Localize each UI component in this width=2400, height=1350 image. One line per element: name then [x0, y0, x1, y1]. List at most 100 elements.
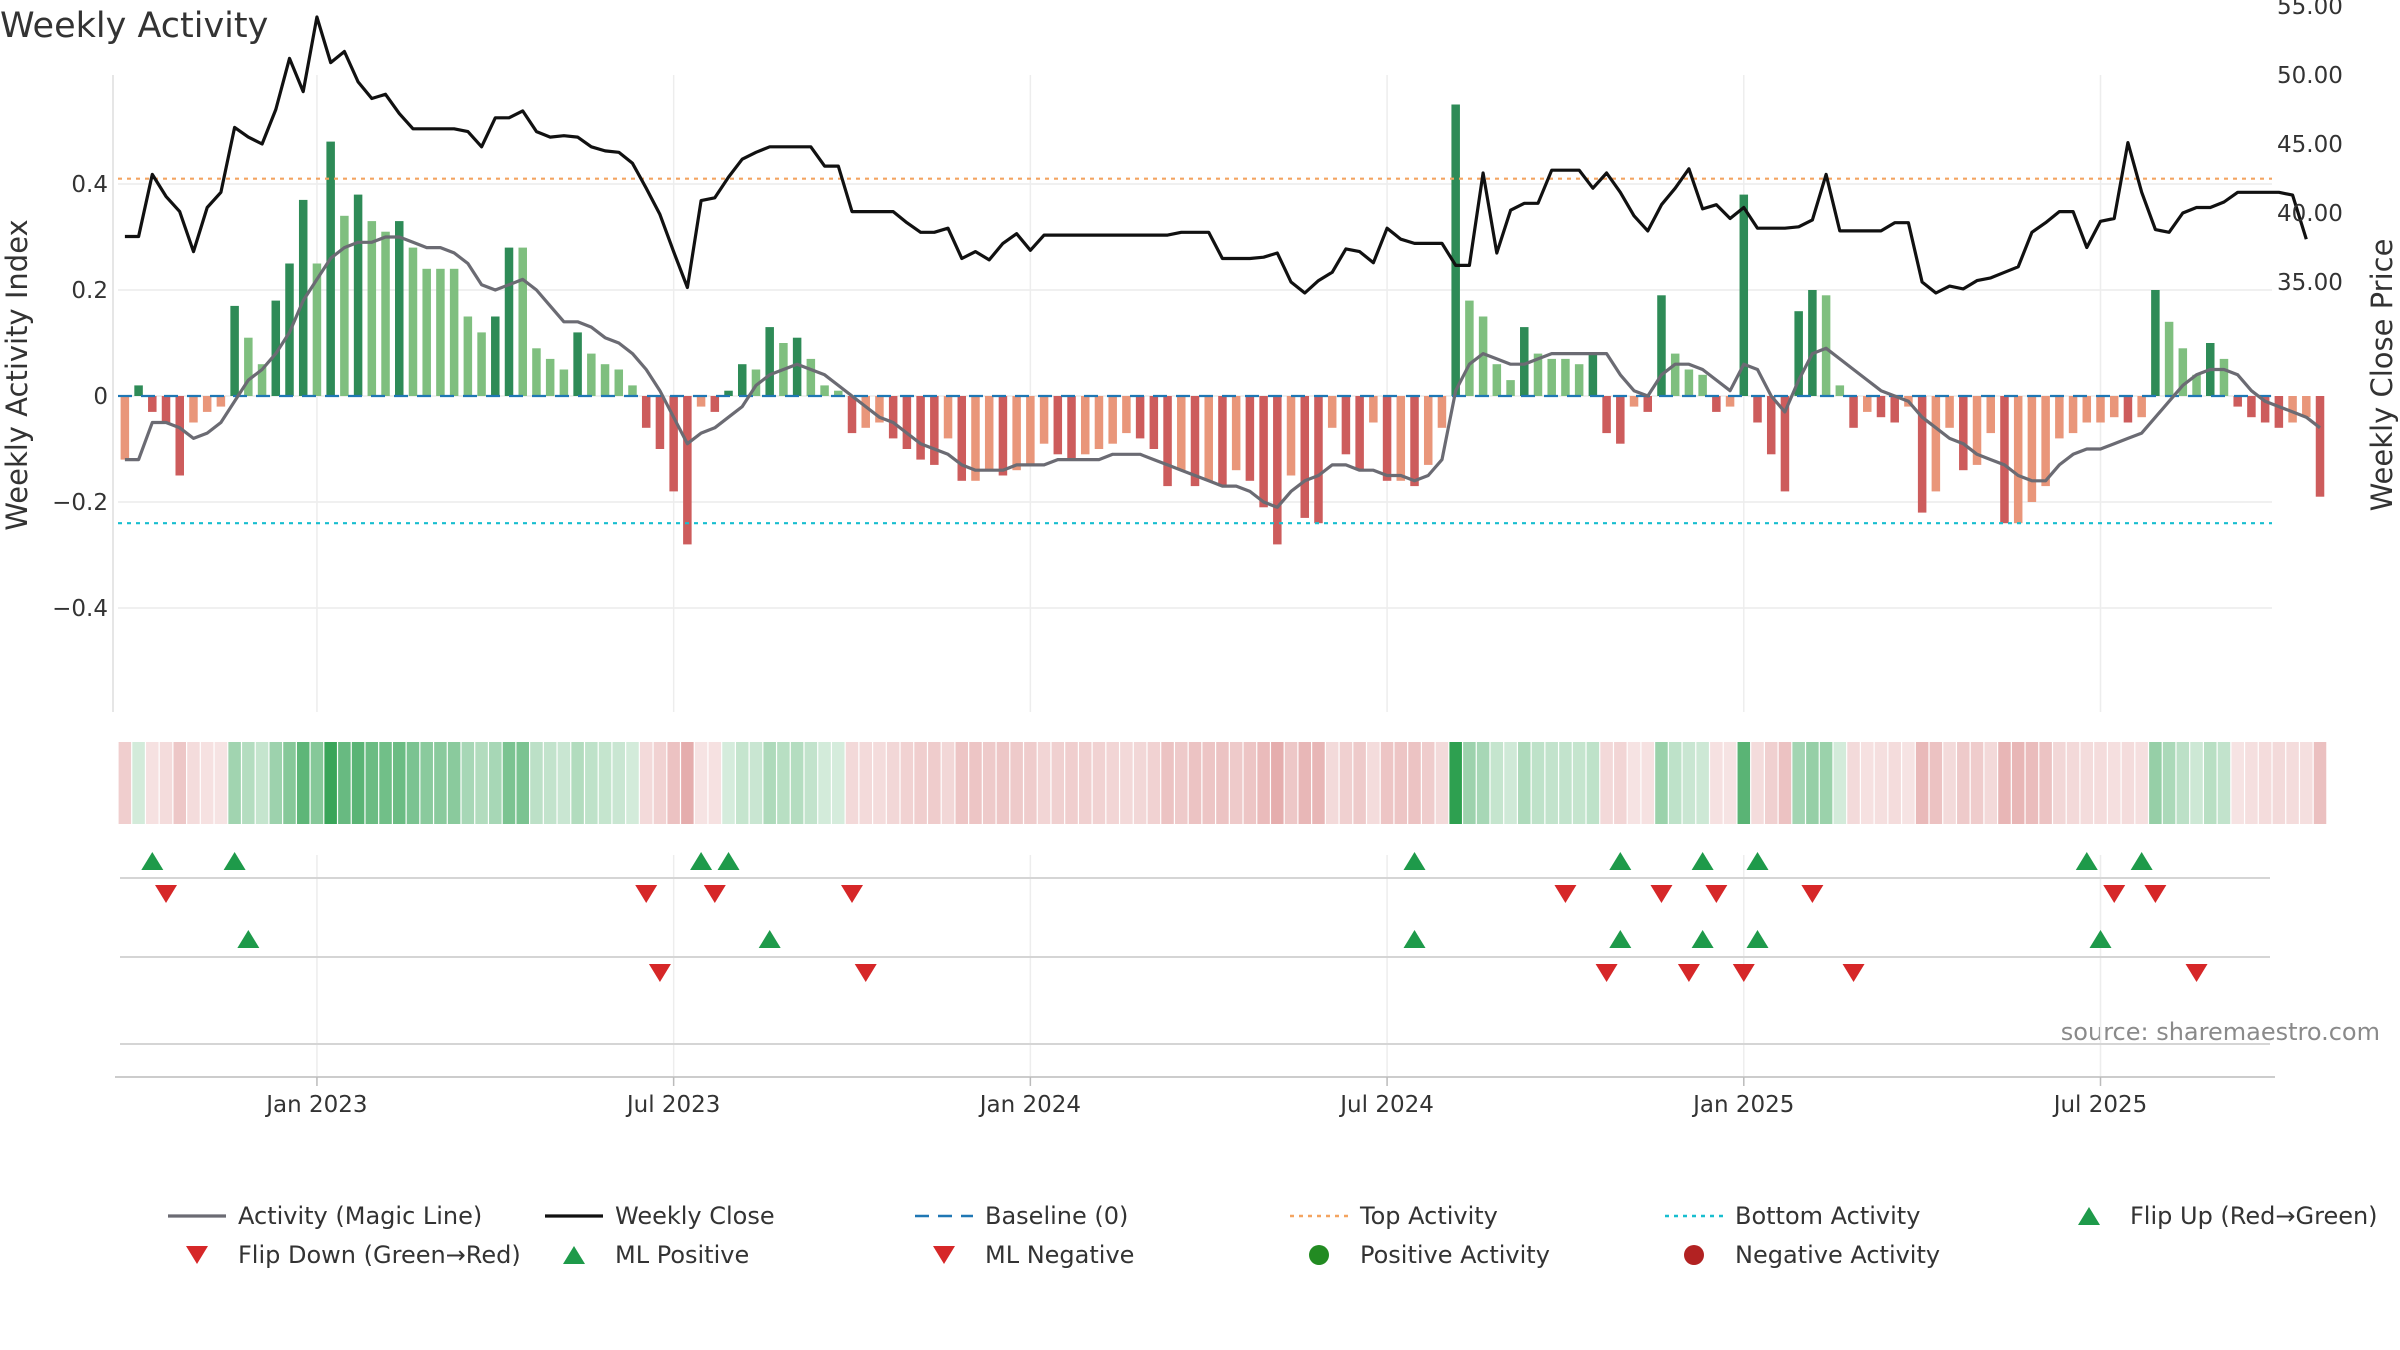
legend-label-mlneg: ML Negative: [985, 1241, 1134, 1269]
heat-cell: [1655, 742, 1668, 824]
y-tick-left: 0.4: [71, 172, 108, 198]
heat-cell: [1133, 742, 1147, 824]
heat-cell: [969, 742, 982, 824]
activity-bar: [2247, 396, 2256, 418]
weekly-close-line: [124, 15, 2308, 295]
heat-cell: [283, 742, 296, 824]
heat-cell: [667, 742, 680, 824]
heat-cell: [2245, 742, 2258, 824]
flip-down-marker: [1650, 885, 1673, 903]
heat-cell: [2094, 742, 2107, 824]
flip-down-marker: [1705, 885, 1728, 903]
activity-bar: [2096, 396, 2105, 423]
activity-bar: [2151, 290, 2160, 396]
activity-bar: [847, 396, 857, 434]
activity-bar: [1890, 396, 1899, 423]
activity-bar: [161, 396, 171, 423]
activity-bar: [1026, 396, 1035, 465]
heat-cell: [1874, 742, 1888, 824]
heat-cell: [1806, 742, 1819, 824]
heat-cell: [1312, 742, 1325, 824]
activity-bar: [120, 396, 130, 460]
activity-bar: [1931, 396, 1941, 492]
legend-label-top: Top Activity: [1359, 1202, 1498, 1230]
activity-bar: [436, 268, 445, 396]
activity-bar: [902, 396, 912, 449]
heat-cell: [557, 742, 571, 824]
activity-bar: [2027, 396, 2037, 502]
activity-bar: [1739, 194, 1749, 396]
activity-bar: [1821, 295, 1831, 396]
activity-bar: [559, 369, 569, 396]
activity-bar: [1314, 396, 1323, 524]
y-axis-label-right: Weekly Close Price: [2365, 239, 2399, 512]
activity-bar: [271, 300, 281, 396]
heat-cell: [1586, 742, 1600, 824]
activity-bar: [1684, 369, 1694, 396]
ml-negative-marker: [1677, 964, 1700, 982]
heat-cell: [447, 742, 461, 824]
activity-bar: [1273, 396, 1282, 545]
ml-positive-marker: [1691, 930, 1714, 948]
heat-cell: [420, 742, 433, 824]
heat-cell: [886, 742, 900, 824]
heat-cell: [489, 742, 502, 824]
heat-cell: [543, 742, 557, 824]
activity-bar: [326, 141, 335, 396]
flip-up-marker: [1746, 852, 1769, 870]
heat-cell: [955, 742, 969, 824]
activity-bar: [2274, 396, 2284, 428]
activity-bar: [2178, 348, 2188, 396]
activity-bar: [1849, 396, 1858, 428]
flip-down-marker: [1801, 885, 1824, 903]
heat-cell: [2135, 742, 2148, 824]
activity-bar: [888, 396, 898, 439]
activity-bar: [1574, 364, 1584, 396]
heat-cell: [159, 742, 173, 824]
activity-bar: [449, 268, 459, 396]
ml-positive-marker: [1403, 930, 1426, 948]
heat-cell: [1147, 742, 1161, 824]
activity-bar: [820, 385, 829, 396]
activity-bar: [628, 385, 637, 396]
activity-bar: [1835, 385, 1845, 396]
heat-cell: [1572, 742, 1586, 824]
heat-cell: [1380, 742, 1394, 824]
ml-negative-marker: [648, 964, 671, 982]
activity-bar: [984, 396, 994, 471]
heat-cell: [434, 742, 447, 824]
heat-cell: [475, 742, 488, 824]
activity-bar: [614, 369, 624, 396]
activity-bar: [600, 364, 610, 396]
heat-cell: [1024, 742, 1037, 824]
heat-cell: [996, 742, 1010, 824]
gridlines: [112, 75, 2275, 1080]
heat-cell: [1421, 742, 1435, 824]
magic-line: [124, 235, 2321, 509]
heat-cell: [722, 742, 735, 824]
activity-bar: [1259, 396, 1268, 508]
heat-cell: [2053, 742, 2066, 824]
heat-cell: [639, 742, 653, 824]
y-tick-left: 0: [93, 384, 108, 410]
heat-cell: [1257, 742, 1270, 824]
flip-down-marker: [703, 885, 726, 903]
activity-bar: [1423, 396, 1433, 465]
heat-cell: [132, 742, 145, 824]
activity-bar: [2233, 396, 2242, 407]
activity-bar: [134, 385, 143, 396]
x-tick-label: Jul 2024: [1338, 1092, 1434, 1118]
heat-cell: [1902, 742, 1915, 824]
heat-cell: [653, 742, 667, 824]
activity-bar: [587, 353, 596, 396]
activity-bar: [1808, 290, 1817, 396]
legend-label-mlpos: ML Positive: [615, 1241, 749, 1269]
legend-label-posact: Positive Activity: [1360, 1241, 1550, 1269]
heat-cell: [2258, 742, 2272, 824]
heat-cell: [200, 742, 214, 824]
activity-bar: [353, 194, 363, 396]
activity-bar: [1080, 396, 1090, 455]
heat-cell: [1943, 742, 1956, 824]
heat-cell: [1545, 742, 1558, 824]
heat-cell: [749, 742, 763, 824]
